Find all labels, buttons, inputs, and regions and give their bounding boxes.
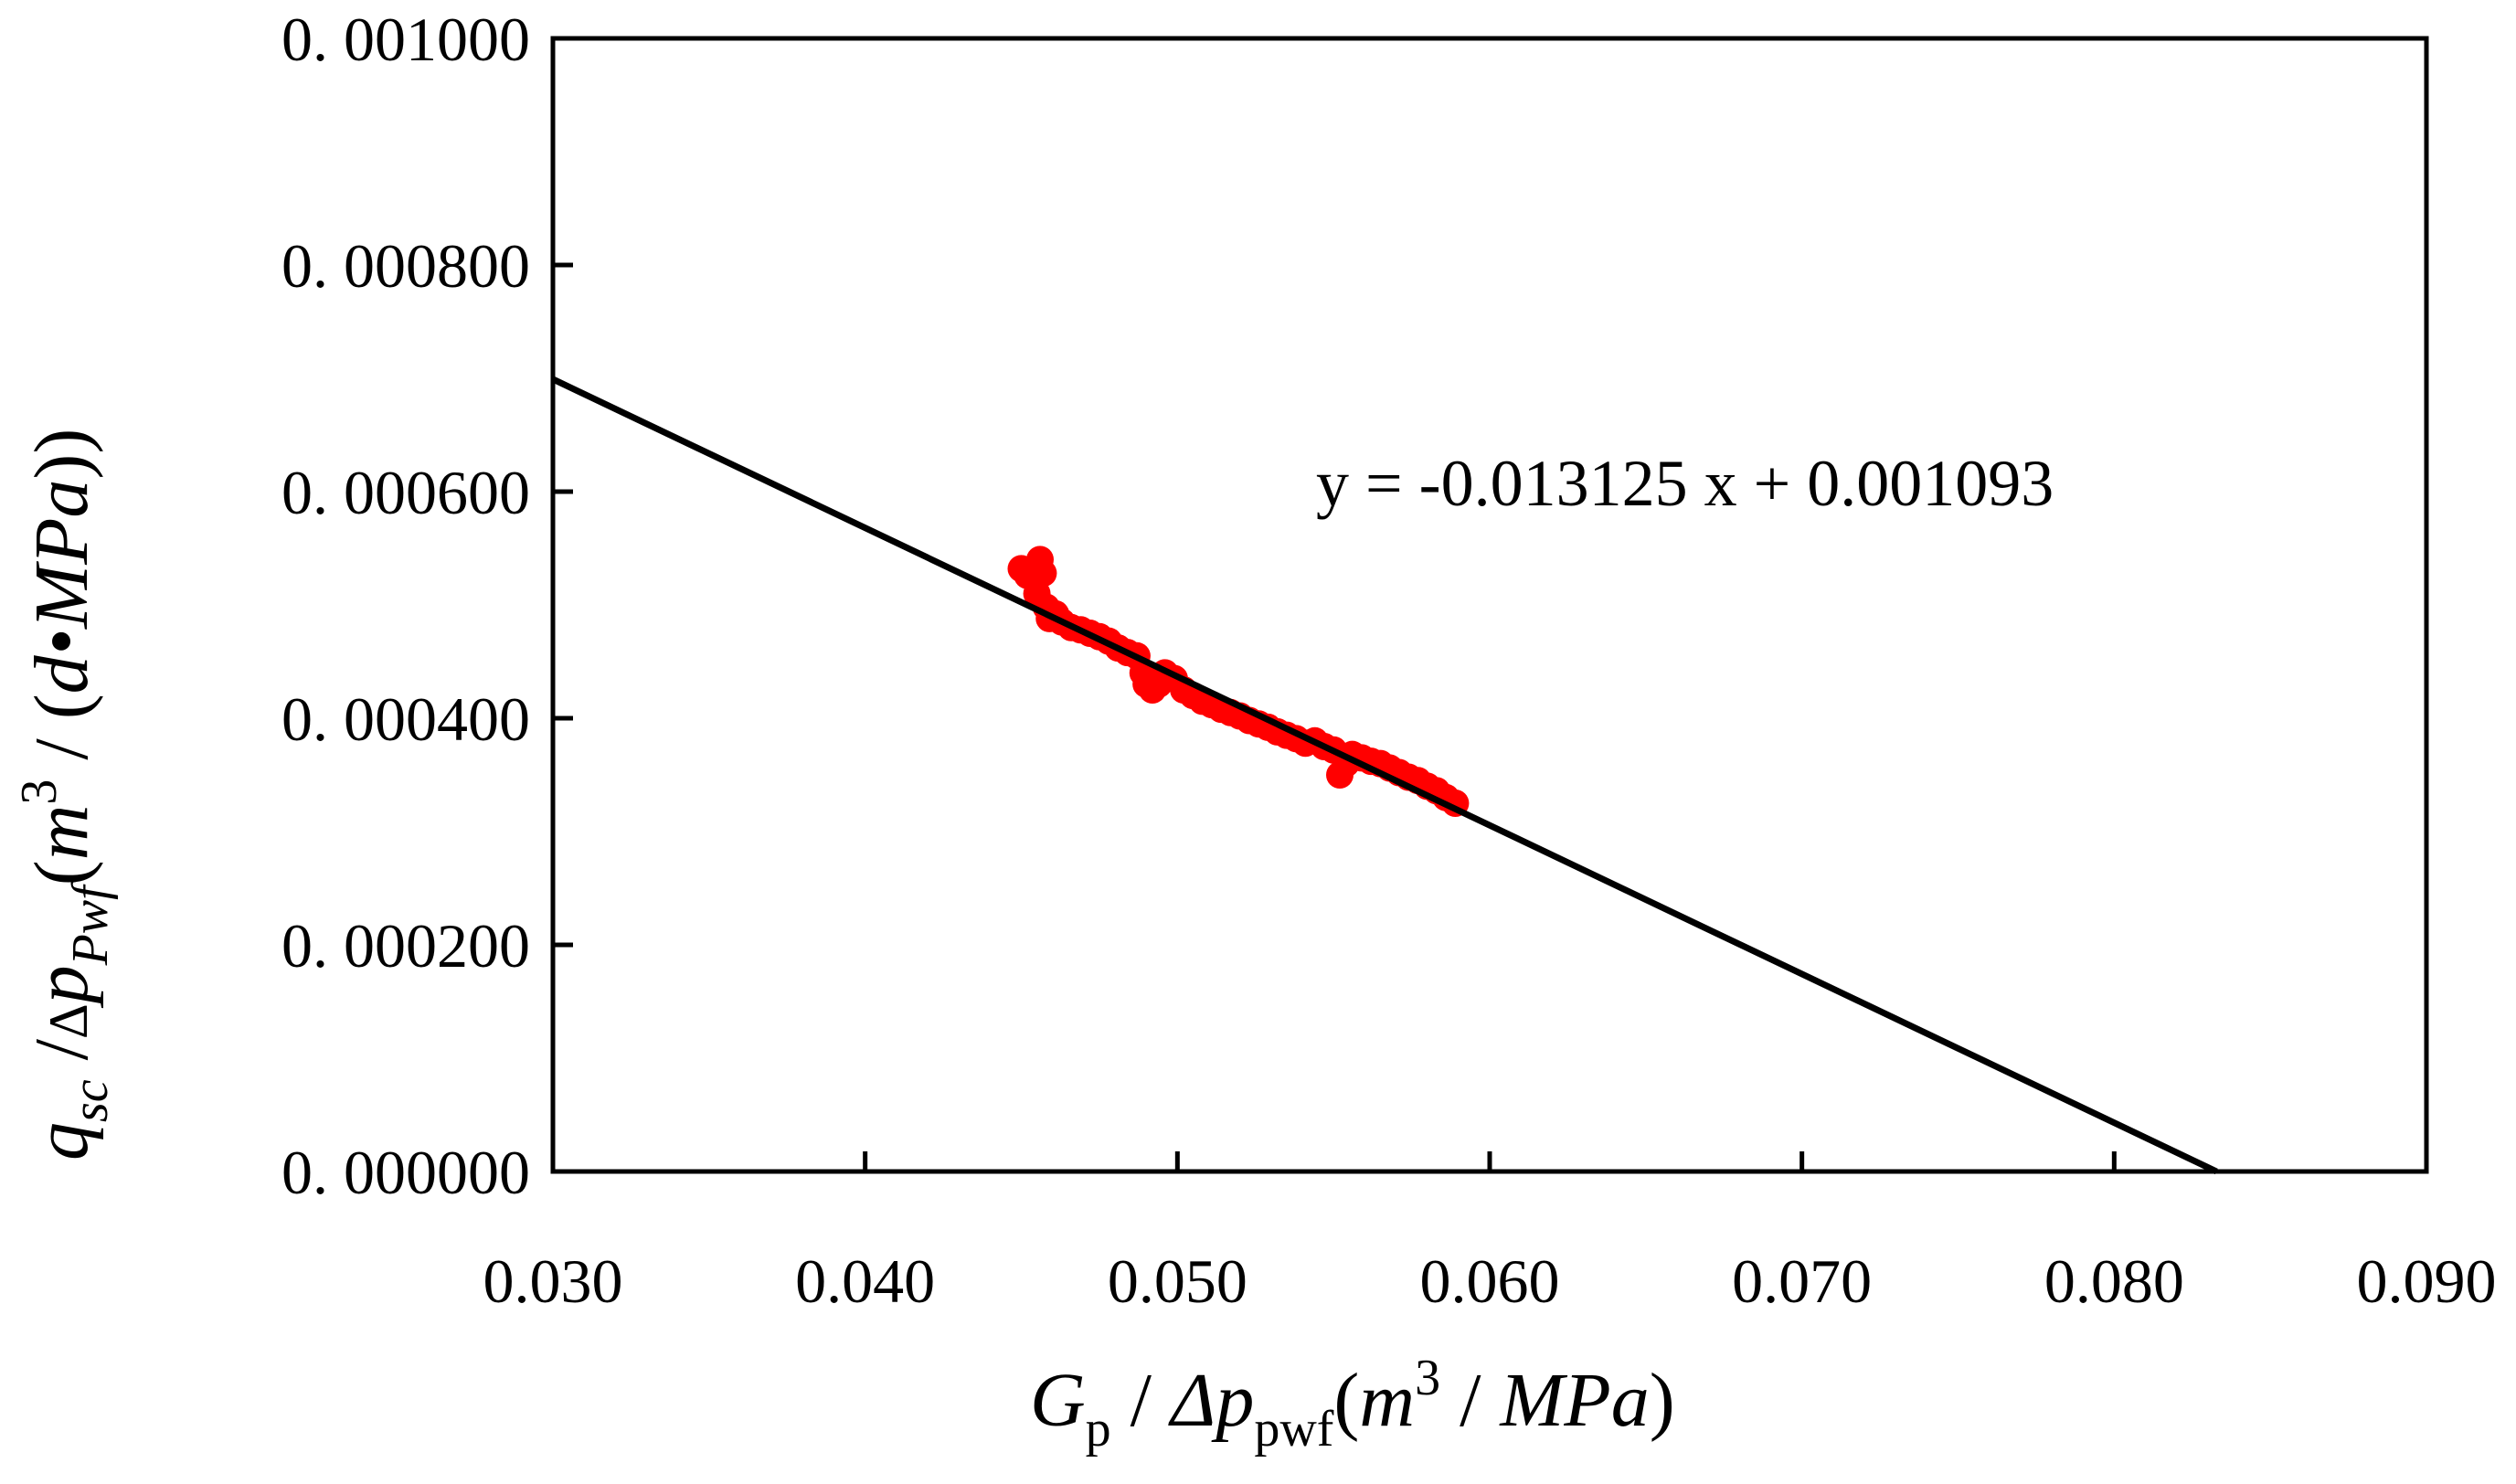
plot-area-frame xyxy=(550,36,2429,1174)
x-axis-ticks: 0.030 0.040 0.050 0.060 0.070 0.080 0.090 xyxy=(483,1151,2497,1316)
y-tick-label: 0. 000000 xyxy=(281,1138,530,1207)
x-tick-label: 0.080 xyxy=(2044,1246,2184,1316)
y-axis-ticks: 0. 000000 0. 000200 0. 000400 0. 000600 0. 0… xyxy=(281,5,573,1207)
x-tick-label: 0.040 xyxy=(795,1246,935,1316)
y-tick-label: 0. 001000 xyxy=(281,5,530,74)
x-tick-label: 0.070 xyxy=(1732,1246,1872,1316)
y-tick-label: 0. 000400 xyxy=(281,684,530,754)
x-axis-label: Gp / Δppwf(m3 / MPa) xyxy=(1030,1350,1675,1458)
regression-equation: y = -0.013125 x + 0.001093 xyxy=(1316,447,2054,520)
y-tick-label: 0. 000600 xyxy=(281,458,530,527)
x-tick-label: 0.030 xyxy=(483,1246,623,1316)
x-tick-label: 0.090 xyxy=(2357,1246,2497,1316)
y-tick-label: 0. 000200 xyxy=(281,911,530,980)
y-axis-label: qsc /ΔpPwf(m3 / (d•MPa)) xyxy=(11,429,119,1161)
fit-line xyxy=(551,376,2218,1175)
data-points xyxy=(1007,546,1470,817)
y-tick-label: 0. 000800 xyxy=(281,231,530,301)
x-tick-label: 0.050 xyxy=(1108,1246,1247,1316)
x-tick-label: 0.060 xyxy=(1420,1246,1560,1316)
